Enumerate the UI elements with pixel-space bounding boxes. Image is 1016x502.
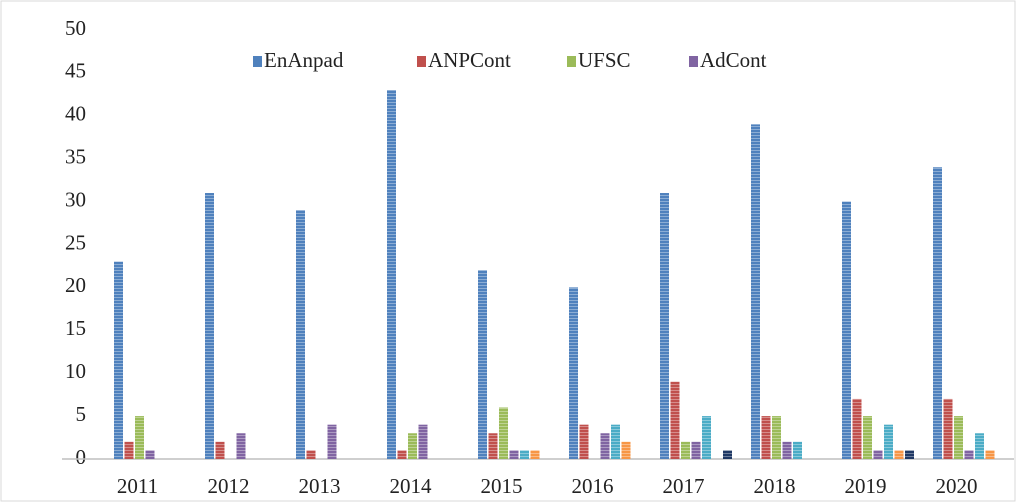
bar-texture	[954, 416, 963, 459]
bar-texture	[691, 441, 701, 459]
bar-texture	[579, 424, 589, 459]
bar-texture	[145, 450, 155, 459]
bar-texture	[884, 424, 893, 459]
bar-texture	[782, 441, 792, 459]
bar-texture	[943, 398, 953, 459]
bar-texture	[215, 441, 225, 459]
legend-label: EnAnpad	[264, 48, 344, 72]
bar-texture	[296, 210, 305, 459]
legend-label: AdCont	[700, 48, 767, 72]
x-tick-label: 2015	[481, 474, 523, 498]
bar-texture	[530, 450, 540, 459]
bar-texture	[520, 450, 529, 459]
bar-texture	[488, 433, 498, 459]
y-tick-label: 25	[65, 230, 86, 254]
y-tick-label: 5	[76, 402, 87, 426]
bar-texture	[236, 433, 246, 459]
bar-texture	[499, 407, 508, 459]
bar-texture	[660, 193, 669, 459]
y-tick-label: 0	[76, 445, 87, 469]
bar-texture	[478, 270, 487, 459]
x-tick-label: 2012	[208, 474, 250, 498]
bar-texture	[964, 450, 974, 459]
bar-texture	[418, 424, 428, 459]
y-tick-label: 10	[65, 359, 86, 383]
y-tick-label: 15	[65, 316, 86, 340]
bar-texture	[387, 90, 396, 459]
y-tick-label: 50	[65, 16, 86, 40]
bar-texture	[905, 450, 914, 459]
bar-texture	[863, 416, 872, 459]
legend-swatch	[417, 56, 426, 67]
y-tick-label: 35	[65, 145, 86, 169]
bar-texture	[124, 441, 134, 459]
legend-swatch	[253, 56, 262, 67]
bar-texture	[751, 124, 760, 459]
x-tick-label: 2017	[663, 474, 705, 498]
bar-texture	[135, 416, 144, 459]
bar-texture	[873, 450, 883, 459]
bar-texture	[670, 381, 680, 459]
x-tick-label: 2014	[390, 474, 433, 498]
bar-texture	[894, 450, 904, 459]
bar-texture	[681, 441, 690, 459]
bar-texture	[509, 450, 519, 459]
bar-texture	[933, 167, 942, 459]
bar-texture	[723, 450, 732, 459]
bar-texture	[985, 450, 995, 459]
bar-texture	[306, 450, 316, 459]
x-tick-label: 2013	[299, 474, 341, 498]
bar-texture	[975, 433, 984, 459]
bar-texture	[852, 398, 862, 459]
legend-label: UFSC	[578, 48, 631, 72]
bar-texture	[397, 450, 407, 459]
bar-texture	[114, 261, 123, 459]
bar-texture	[761, 416, 771, 459]
x-tick-label: 2011	[117, 474, 158, 498]
bar-texture	[842, 201, 851, 459]
legend-swatch	[689, 56, 698, 67]
bar-texture	[205, 193, 214, 459]
bar-texture	[569, 287, 578, 459]
y-tick-label: 45	[65, 59, 86, 83]
bar-texture	[408, 433, 417, 459]
bar-texture	[600, 433, 610, 459]
bar-texture	[793, 441, 802, 459]
bar-texture	[772, 416, 781, 459]
x-tick-label: 2016	[572, 474, 614, 498]
y-tick-label: 40	[65, 102, 86, 126]
bar-texture	[327, 424, 337, 459]
legend-label: ANPCont	[428, 48, 511, 72]
x-tick-label: 2020	[936, 474, 978, 498]
x-tick-label: 2019	[845, 474, 887, 498]
y-tick-label: 20	[65, 273, 86, 297]
bar-texture	[611, 424, 620, 459]
bar-texture	[702, 416, 711, 459]
x-tick-label: 2018	[754, 474, 796, 498]
legend-swatch	[567, 56, 576, 67]
y-tick-label: 30	[65, 187, 86, 211]
bar-texture	[621, 441, 631, 459]
